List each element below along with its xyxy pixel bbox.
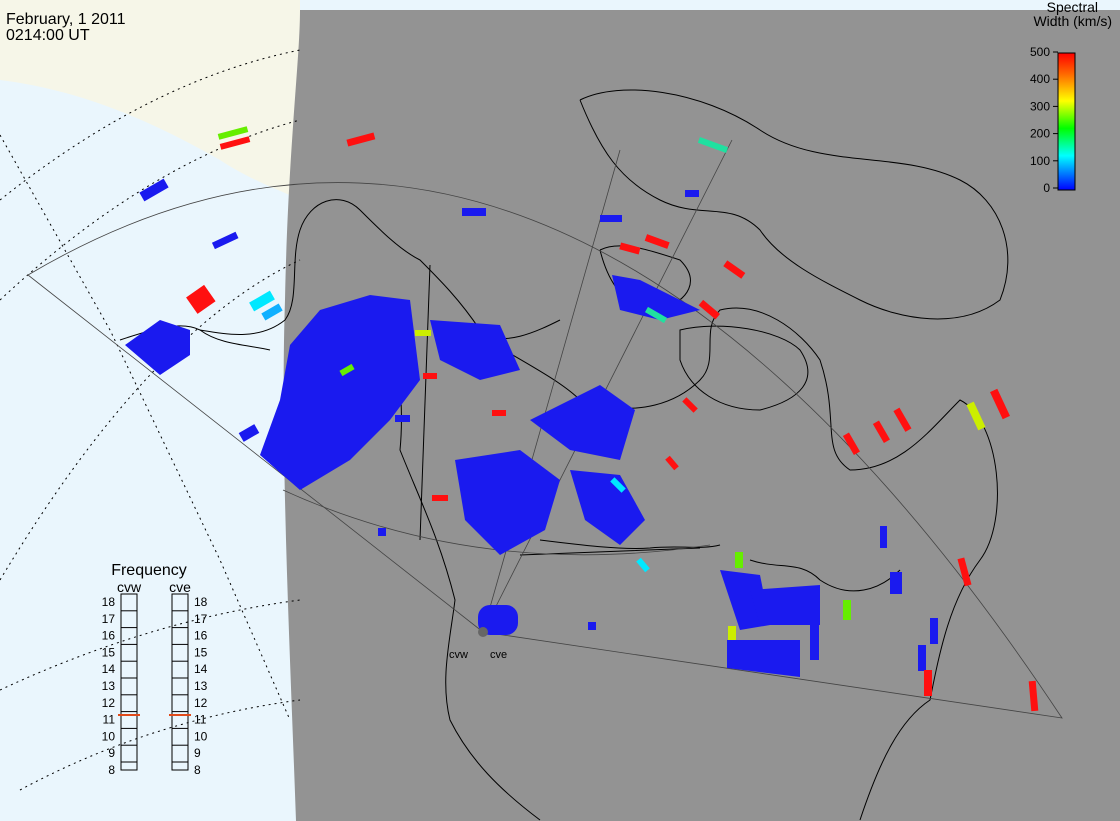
frequency-tick-label: 12 [194,696,208,710]
site-label: cve [490,649,507,661]
colorbar-tick-label: 100 [1030,154,1050,168]
frequency-tick-label: 10 [194,729,208,743]
echoes [125,126,1039,712]
radar-name: cve [169,579,191,595]
colorbar-tick-label: 300 [1030,99,1050,113]
colorbar-tick-label: 400 [1030,72,1050,86]
frequency-tick-label: 15 [102,645,116,659]
frequency-tick-label: 11 [194,713,207,727]
radar-site [478,627,488,637]
frequency-tick-label: 14 [194,662,208,676]
frequency-tick-label: 15 [194,645,208,659]
frequency-tick-label: 17 [102,612,116,626]
time: 0214:00 UT [6,27,90,44]
frequency-tick-label: 8 [108,763,115,777]
frequency-tick-label: 9 [194,746,201,760]
frequency-tick-label: 16 [102,629,116,643]
colorbar-tick-label: 0 [1043,181,1050,195]
frequency-tick-label: 17 [194,612,208,626]
radar-name: cvw [117,579,142,595]
colorbar-title: Width (km/s) [1033,13,1112,29]
date: February, 1 2011 [6,11,126,28]
frequency-tick-label: 13 [194,679,208,693]
frequency-tick-label: 12 [102,696,116,710]
colorbar [1057,52,1076,191]
frequency-tick-label: 11 [103,713,116,727]
frequency-tick-label: 8 [194,763,201,777]
frequency-title: Frequency [111,562,187,579]
colorbar-tick-label: 200 [1030,127,1050,141]
frequency-tick-label: 13 [102,679,116,693]
frequency-tick-label: 14 [102,662,116,676]
land-day [0,0,300,200]
colorbar-title: Spectral [1047,0,1098,15]
colorbar-tick-label: 500 [1030,45,1050,59]
site-label: cvw [449,649,468,661]
frequency-tick-label: 9 [108,746,115,760]
frequency-tick-label: 10 [102,729,116,743]
frequency-tick-label: 16 [194,629,208,643]
frequency-tick-label: 18 [194,595,208,609]
lat-circles [0,49,301,791]
frequency-tick-label: 18 [102,595,116,609]
